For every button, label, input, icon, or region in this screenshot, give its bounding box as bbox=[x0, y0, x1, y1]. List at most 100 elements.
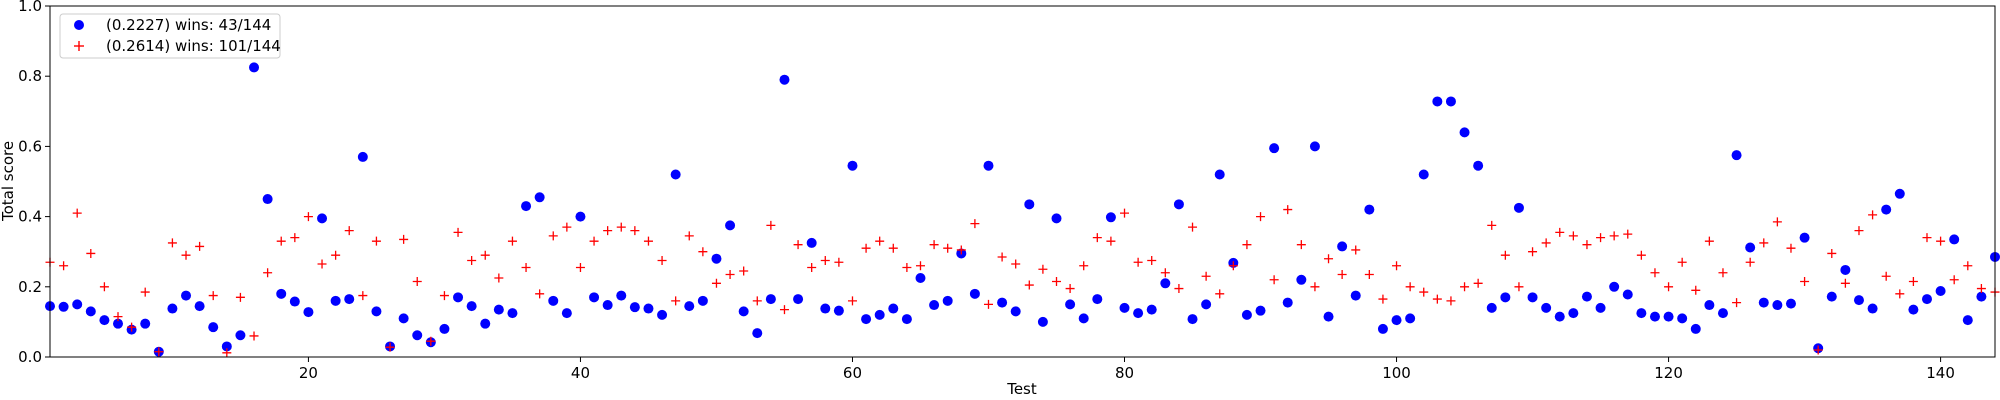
data-point-series-2 bbox=[263, 268, 273, 278]
data-point-series-1 bbox=[412, 330, 423, 341]
data-point-series-2 bbox=[1364, 270, 1374, 280]
data-point-series-2 bbox=[698, 247, 708, 257]
data-point-series-1 bbox=[1146, 304, 1157, 315]
data-point-series-2 bbox=[235, 292, 245, 302]
data-point-series-1 bbox=[58, 301, 69, 312]
data-point-series-1 bbox=[289, 296, 300, 307]
data-point-series-2 bbox=[807, 262, 817, 272]
data-point-series-1 bbox=[1908, 304, 1919, 315]
data-point-series-1 bbox=[534, 192, 545, 203]
x-axis-ticks: 20 40 60 80 100 120 140 bbox=[299, 357, 1955, 382]
data-point-series-1 bbox=[1663, 311, 1674, 322]
data-point-series-2 bbox=[167, 238, 177, 248]
data-point-series-2 bbox=[1106, 236, 1116, 246]
data-point-series-2 bbox=[1065, 284, 1075, 294]
data-point-series-2 bbox=[1147, 255, 1157, 265]
data-point-series-1 bbox=[1241, 309, 1252, 320]
y-tick-label: 0.8 bbox=[18, 67, 42, 85]
data-point-series-1 bbox=[1799, 232, 1810, 243]
x-tick-label: 80 bbox=[1115, 364, 1134, 382]
data-point-series-2 bbox=[1269, 275, 1279, 285]
data-point-series-1 bbox=[1921, 294, 1932, 305]
data-point-series-2 bbox=[249, 331, 259, 341]
data-point-series-2 bbox=[1024, 280, 1034, 290]
data-point-series-1 bbox=[221, 341, 232, 352]
data-point-series-1 bbox=[1541, 302, 1552, 313]
data-point-series-2 bbox=[902, 262, 912, 272]
data-point-series-2 bbox=[453, 227, 463, 237]
data-point-series-2 bbox=[1949, 275, 1959, 285]
data-point-series-1 bbox=[1459, 127, 1470, 138]
data-point-series-2 bbox=[1854, 226, 1864, 236]
plot-frame bbox=[49, 5, 1996, 358]
data-point-series-2 bbox=[208, 291, 218, 301]
data-point-series-2 bbox=[943, 243, 953, 253]
data-point-series-1 bbox=[235, 330, 246, 341]
data-point-series-1 bbox=[1405, 313, 1416, 324]
data-point-series-2 bbox=[1596, 233, 1606, 243]
data-point-series-2 bbox=[113, 312, 123, 322]
data-point-series-2 bbox=[643, 236, 653, 246]
data-point-series-1 bbox=[1037, 316, 1048, 327]
data-point-series-1 bbox=[575, 211, 586, 222]
data-point-series-1 bbox=[466, 301, 477, 312]
data-point-series-2 bbox=[1691, 285, 1701, 295]
data-point-series-1 bbox=[1187, 314, 1198, 325]
data-point-series-1 bbox=[1432, 96, 1443, 107]
data-point-series-2 bbox=[412, 277, 422, 287]
data-point-series-2 bbox=[426, 336, 436, 346]
x-tick-label: 20 bbox=[299, 364, 318, 382]
data-point-series-1 bbox=[303, 307, 314, 318]
data-point-series-2 bbox=[1120, 208, 1130, 218]
data-point-series-2 bbox=[1215, 289, 1225, 299]
data-point-series-2 bbox=[1337, 270, 1347, 280]
data-point-series-2 bbox=[1881, 271, 1891, 281]
data-point-series-2 bbox=[1487, 220, 1497, 230]
x-axis-title: Test bbox=[1006, 380, 1037, 398]
data-point-series-1 bbox=[1867, 303, 1878, 314]
data-point-series-1 bbox=[1500, 292, 1511, 303]
data-point-series-2 bbox=[1432, 294, 1442, 304]
data-point-series-1 bbox=[357, 151, 368, 162]
data-point-series-1 bbox=[711, 253, 722, 264]
data-point-series-2 bbox=[1555, 227, 1565, 237]
data-point-series-2 bbox=[1092, 233, 1102, 243]
data-point-series-2 bbox=[1038, 264, 1048, 274]
data-point-series-1 bbox=[1649, 311, 1660, 322]
data-point-series-2 bbox=[1228, 261, 1238, 271]
data-point-series-1 bbox=[561, 308, 572, 319]
data-point-series-1 bbox=[371, 306, 382, 317]
data-point-series-1 bbox=[1949, 234, 1960, 245]
data-point-series-1 bbox=[888, 303, 899, 314]
data-point-series-1 bbox=[453, 292, 464, 303]
data-point-series-1 bbox=[1133, 308, 1144, 319]
data-point-series-1 bbox=[317, 213, 328, 224]
data-point-series-2 bbox=[793, 240, 803, 250]
data-point-series-1 bbox=[1255, 305, 1266, 316]
data-point-series-1 bbox=[507, 308, 518, 319]
data-point-series-2 bbox=[875, 236, 885, 246]
data-point-series-1 bbox=[276, 288, 287, 299]
data-point-series-1 bbox=[208, 322, 219, 333]
data-point-series-2 bbox=[779, 305, 789, 315]
data-point-series-1 bbox=[1065, 299, 1076, 310]
data-point-series-2 bbox=[1759, 238, 1769, 248]
data-point-series-2 bbox=[1514, 282, 1524, 292]
data-point-series-2 bbox=[1473, 278, 1483, 288]
data-point-series-2 bbox=[1786, 243, 1796, 253]
data-point-series-2 bbox=[154, 347, 164, 357]
data-point-series-1 bbox=[752, 328, 763, 339]
series-1-points bbox=[45, 62, 2000, 357]
data-point-series-1 bbox=[1092, 294, 1103, 305]
y-tick-label: 1.0 bbox=[18, 0, 42, 15]
data-point-series-2 bbox=[1296, 240, 1306, 250]
data-point-series-1 bbox=[1323, 311, 1334, 322]
data-point-series-1 bbox=[140, 318, 151, 329]
data-point-series-1 bbox=[1350, 290, 1361, 301]
data-point-series-2 bbox=[399, 234, 409, 244]
data-point-series-2 bbox=[1310, 282, 1320, 292]
series-2-points bbox=[45, 205, 2000, 358]
data-point-series-1 bbox=[1377, 323, 1388, 334]
data-point-series-1 bbox=[1609, 281, 1620, 292]
data-point-series-1 bbox=[1282, 297, 1293, 308]
